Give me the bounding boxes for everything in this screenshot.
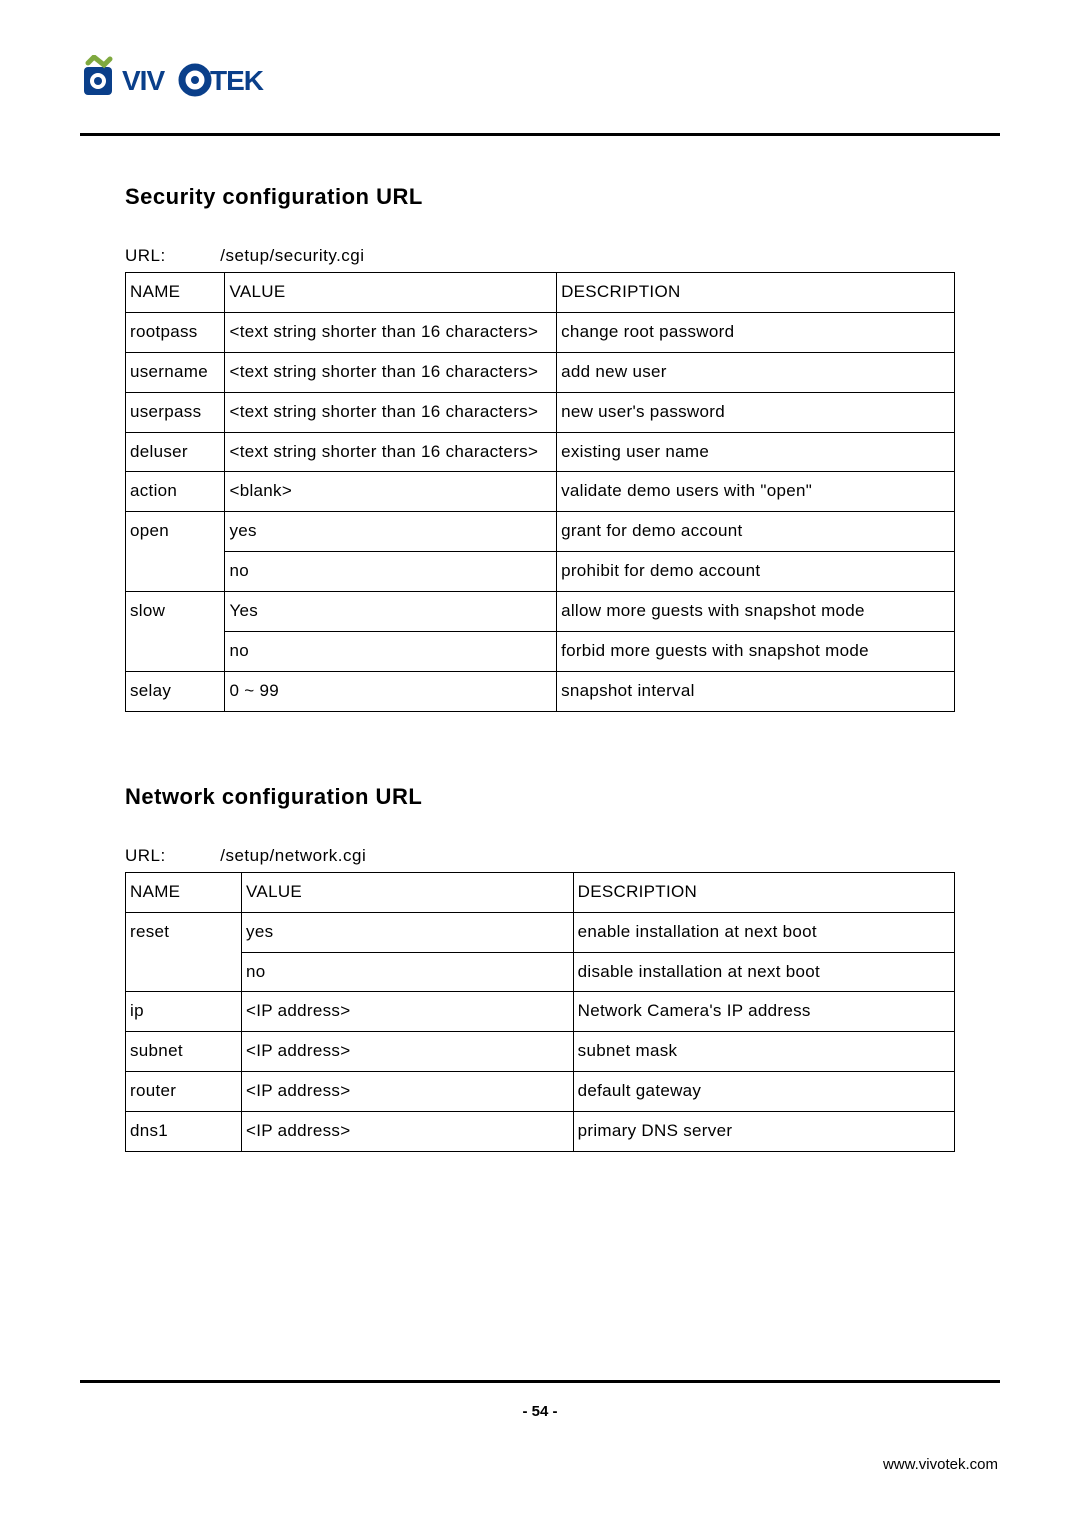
cell-name: ip [126, 992, 242, 1032]
cell-desc: subnet mask [573, 1032, 954, 1072]
cell-value: yes [225, 512, 557, 552]
cell-desc: add new user [557, 352, 955, 392]
cell-value: <IP address> [242, 1032, 574, 1072]
cell-value: <text string shorter than 16 characters> [225, 432, 557, 472]
svg-text:VIV: VIV [122, 65, 165, 96]
bottom-divider [80, 1380, 1000, 1383]
header-desc: DESCRIPTION [573, 872, 954, 912]
url-value: /setup/security.cgi [220, 246, 364, 265]
cell-desc: allow more guests with snapshot mode [557, 592, 955, 632]
table-row: userpass <text string shorter than 16 ch… [126, 392, 955, 432]
cell-value: <IP address> [242, 1112, 574, 1152]
table-row: username <text string shorter than 16 ch… [126, 352, 955, 392]
table-row: action <blank> validate demo users with … [126, 472, 955, 512]
section2-heading: Network configuration URL [125, 784, 955, 810]
cell-desc: grant for demo account [557, 512, 955, 552]
cell-desc: primary DNS server [573, 1112, 954, 1152]
security-table: NAME VALUE DESCRIPTION rootpass <text st… [125, 272, 955, 712]
table-row: reset yes enable installation at next bo… [126, 912, 955, 952]
cell-value: 0 ~ 99 [225, 671, 557, 711]
cell-desc: Network Camera's IP address [573, 992, 954, 1032]
table-row: selay 0 ~ 99 snapshot interval [126, 671, 955, 711]
network-table: NAME VALUE DESCRIPTION reset yes enable … [125, 872, 955, 1152]
url-label: URL: [125, 846, 215, 866]
cell-name: deluser [126, 432, 225, 472]
cell-value: <blank> [225, 472, 557, 512]
cell-desc: validate demo users with "open" [557, 472, 955, 512]
cell-value: no [225, 552, 557, 592]
table-header-row: NAME VALUE DESCRIPTION [126, 872, 955, 912]
table-row: no prohibit for demo account [126, 552, 955, 592]
section2-url: URL: /setup/network.cgi [125, 846, 955, 866]
cell-name: reset [126, 912, 242, 992]
cell-name: dns1 [126, 1112, 242, 1152]
table-row: deluser <text string shorter than 16 cha… [126, 432, 955, 472]
cell-name: rootpass [126, 312, 225, 352]
cell-value: <IP address> [242, 992, 574, 1032]
cell-desc: enable installation at next boot [573, 912, 954, 952]
table-row: rootpass <text string shorter than 16 ch… [126, 312, 955, 352]
table-row: router <IP address> default gateway [126, 1072, 955, 1112]
cell-value: no [225, 632, 557, 672]
cell-desc: prohibit for demo account [557, 552, 955, 592]
table-row: subnet <IP address> subnet mask [126, 1032, 955, 1072]
cell-value: Yes [225, 592, 557, 632]
table-header-row: NAME VALUE DESCRIPTION [126, 273, 955, 313]
header-desc: DESCRIPTION [557, 273, 955, 313]
cell-desc: change root password [557, 312, 955, 352]
table-row: slow Yes allow more guests with snapshot… [126, 592, 955, 632]
section1-heading: Security configuration URL [125, 184, 955, 210]
cell-value: <text string shorter than 16 characters> [225, 352, 557, 392]
header-name: NAME [126, 273, 225, 313]
cell-desc: new user's password [557, 392, 955, 432]
cell-name: open [126, 512, 225, 592]
vivotek-logo: VIV TEK [80, 55, 1000, 108]
url-value: /setup/network.cgi [220, 846, 366, 865]
cell-name: router [126, 1072, 242, 1112]
table-row: no forbid more guests with snapshot mode [126, 632, 955, 672]
cell-value: <text string shorter than 16 characters> [225, 392, 557, 432]
page-number: - 54 - [0, 1403, 1080, 1420]
cell-name: selay [126, 671, 225, 711]
section1-url: URL: /setup/security.cgi [125, 246, 955, 266]
table-row: no disable installation at next boot [126, 952, 955, 992]
header-value: VALUE [225, 273, 557, 313]
cell-desc: forbid more guests with snapshot mode [557, 632, 955, 672]
table-row: ip <IP address> Network Camera's IP addr… [126, 992, 955, 1032]
cell-value: <text string shorter than 16 characters> [225, 312, 557, 352]
table-row: dns1 <IP address> primary DNS server [126, 1112, 955, 1152]
cell-desc: existing user name [557, 432, 955, 472]
top-divider [80, 133, 1000, 136]
footer-url: www.vivotek.com [883, 1456, 998, 1473]
cell-desc: disable installation at next boot [573, 952, 954, 992]
cell-name: subnet [126, 1032, 242, 1072]
cell-name: slow [126, 592, 225, 672]
table-row: open yes grant for demo account [126, 512, 955, 552]
cell-name: action [126, 472, 225, 512]
cell-value: yes [242, 912, 574, 952]
cell-value: <IP address> [242, 1072, 574, 1112]
svg-text:TEK: TEK [210, 65, 264, 96]
header-name: NAME [126, 872, 242, 912]
cell-desc: snapshot interval [557, 671, 955, 711]
header-value: VALUE [242, 872, 574, 912]
cell-desc: default gateway [573, 1072, 954, 1112]
url-label: URL: [125, 246, 215, 266]
cell-value: no [242, 952, 574, 992]
cell-name: userpass [126, 392, 225, 432]
cell-name: username [126, 352, 225, 392]
